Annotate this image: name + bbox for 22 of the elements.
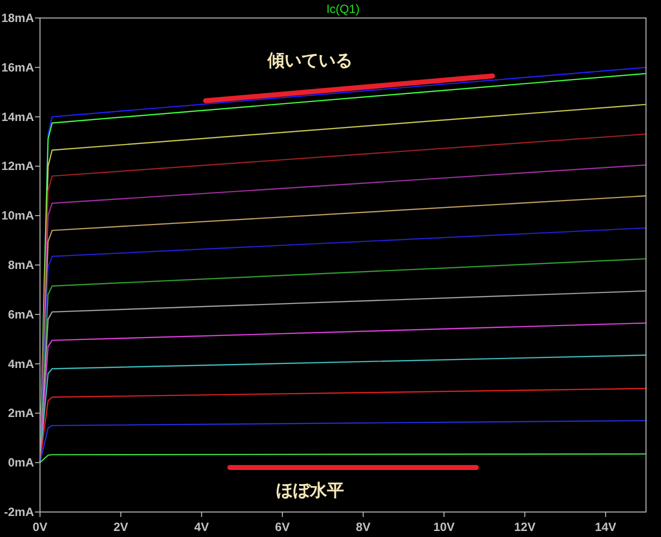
x-tick-label: 0V bbox=[32, 520, 48, 534]
annotation: 傾いている bbox=[266, 51, 352, 70]
y-tick-label: 0mA bbox=[8, 456, 34, 470]
y-tick-label: 4mA bbox=[8, 356, 34, 371]
y-tick-label: 16mA bbox=[1, 60, 34, 74]
y-tick-label: -2mA bbox=[4, 505, 34, 519]
x-tick-label: 8V bbox=[356, 520, 371, 534]
y-tick-label: 8mA bbox=[8, 258, 34, 272]
y-tick-label: 18mA bbox=[1, 11, 34, 25]
y-tick-label: 12mA bbox=[1, 159, 34, 174]
x-tick-label: 12V bbox=[514, 520, 536, 534]
y-tick-label: 10mA bbox=[1, 208, 34, 223]
y-tick-label: 14mA bbox=[1, 110, 34, 124]
x-tick-label: 10V bbox=[433, 520, 455, 534]
annotation: ほぼ水平 bbox=[276, 481, 344, 500]
y-tick-label: 2mA bbox=[8, 406, 34, 420]
y-tick-label: 6mA bbox=[8, 307, 34, 322]
chart-title: Ic(Q1) bbox=[326, 2, 360, 16]
x-tick-label: 4V bbox=[194, 520, 209, 534]
x-tick-label: 6V bbox=[275, 520, 290, 534]
x-tick-label: 2V bbox=[113, 520, 128, 534]
x-tick-label: 14V bbox=[594, 520, 616, 534]
